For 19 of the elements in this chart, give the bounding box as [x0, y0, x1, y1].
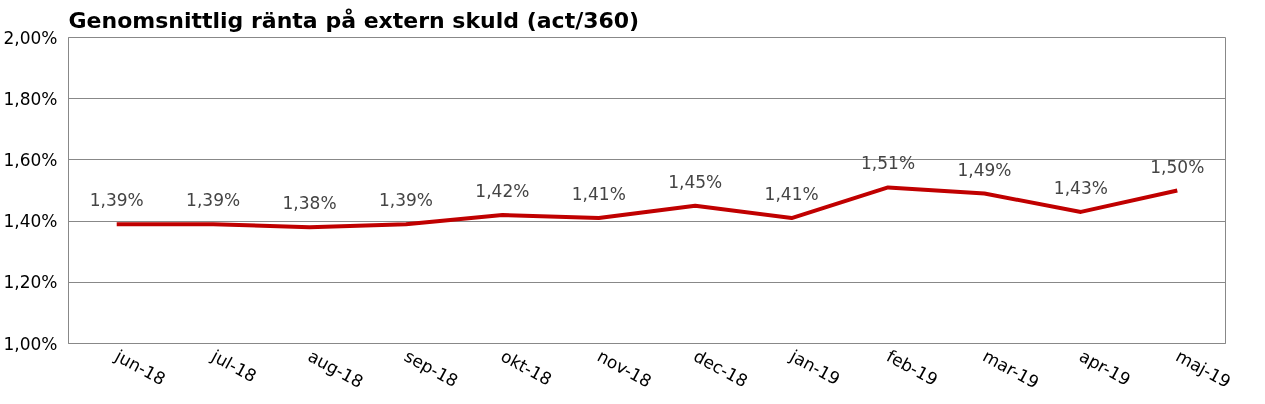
data-label: 1,50% — [1150, 156, 1205, 177]
y-tick-label: 1,60% — [3, 149, 58, 170]
data-label: 1,39% — [89, 190, 144, 211]
y-tick-label: 2,00% — [3, 27, 58, 48]
y-tick-label: 1,40% — [3, 211, 58, 232]
y-tick-label: 1,80% — [3, 88, 58, 109]
data-label: 1,39% — [186, 190, 241, 211]
data-label: 1,38% — [282, 193, 337, 214]
chart-title: Genomsnittlig ränta på extern skuld (act/360) — [68, 7, 640, 33]
data-label: 1,39% — [378, 190, 433, 211]
data-label: 1,49% — [957, 159, 1012, 180]
data-label: 1,51% — [861, 153, 916, 174]
data-label: 1,42% — [475, 180, 530, 201]
data-label: 1,41% — [571, 184, 626, 205]
y-tick-label: 1,00% — [3, 333, 58, 354]
data-label: 1,43% — [1053, 177, 1108, 198]
data-label: 1,45% — [668, 171, 723, 192]
data-label: 1,41% — [764, 184, 819, 205]
y-tick-label: 1,20% — [3, 272, 58, 293]
